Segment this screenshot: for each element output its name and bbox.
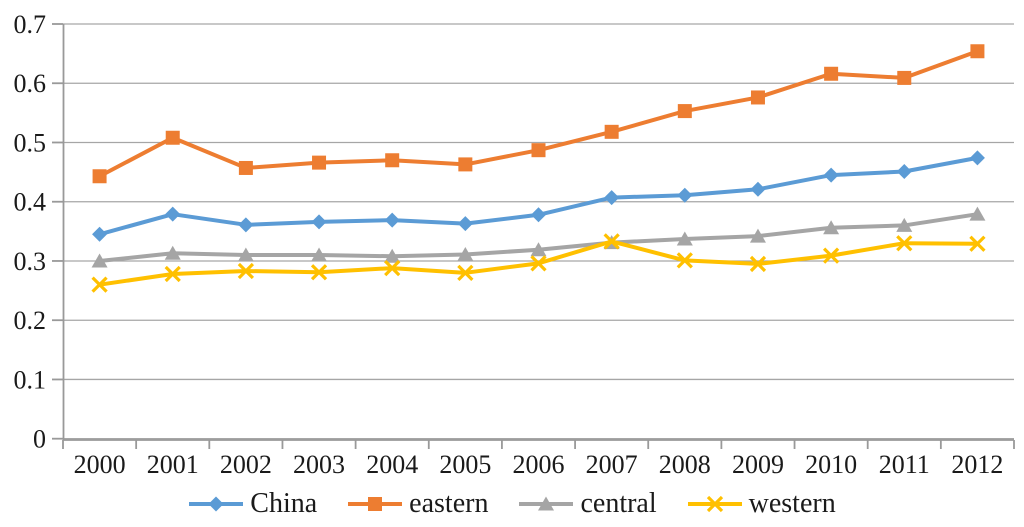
series-eastern [92, 44, 985, 184]
marker-eastern [750, 90, 765, 105]
x-tick-label: 2000 [74, 450, 126, 479]
series-central [91, 206, 986, 268]
chart-legend: China eastern central western [0, 486, 1024, 522]
legend-marker-china [208, 496, 224, 512]
marker-china [165, 206, 181, 222]
series-line-china [97, 155, 980, 237]
x-tick-label: 2001 [147, 450, 199, 479]
marker-china [896, 164, 912, 180]
marker-western [164, 265, 181, 283]
x-tick-label: 2012 [951, 450, 1003, 479]
marker-china [457, 216, 473, 232]
y-tick-label: 0.5 [14, 128, 47, 157]
marker-western [91, 276, 108, 293]
x-tick-label: 2004 [366, 450, 418, 479]
marker-eastern [970, 44, 985, 59]
marker-eastern [92, 169, 107, 184]
marker-china [92, 226, 108, 242]
legend-label-central: central [580, 488, 657, 519]
marker-china [384, 212, 400, 228]
marker-eastern [385, 153, 400, 168]
marker-central [823, 220, 840, 235]
y-tick-label: 0.3 [14, 247, 47, 276]
series-line-eastern [97, 49, 980, 179]
marker-china [531, 207, 546, 223]
legend-label-western: western [748, 488, 836, 519]
marker-china [677, 187, 693, 203]
legend-item-western: western [687, 490, 836, 518]
y-tick-label: 0.6 [14, 69, 47, 98]
marker-central [311, 247, 328, 262]
x-tick-label: 2003 [293, 450, 345, 479]
y-tick-label: 0.2 [14, 306, 47, 335]
marker-western [749, 255, 767, 273]
marker-western [530, 255, 547, 272]
series-western [91, 233, 986, 293]
marker-eastern [531, 143, 546, 158]
legend-label-china: China [250, 488, 318, 519]
marker-central [749, 228, 766, 243]
marker-western [310, 264, 328, 281]
marker-china [604, 190, 620, 206]
y-tick-label: 0.4 [14, 188, 47, 217]
legend-marker-western [706, 495, 723, 513]
y-tick-label: 0 [33, 425, 46, 454]
x-tick-label: 2007 [586, 450, 638, 479]
marker-western [969, 235, 986, 252]
marker-china [311, 214, 327, 230]
marker-eastern [604, 124, 619, 139]
marker-central [969, 206, 986, 221]
marker-eastern [677, 104, 692, 119]
marker-eastern [165, 130, 180, 145]
axes: 0.7 0.6 0.5 0.4 0.3 0.2 0.1 0 2000 2001 2002 2003 20… [14, 10, 1015, 479]
x-tick-label: 2002 [220, 450, 272, 479]
marker-western [896, 235, 913, 252]
legend-item-central: central [518, 488, 657, 519]
marker-eastern [458, 157, 473, 172]
marker-eastern [824, 66, 839, 81]
y-tick-label: 0.1 [14, 365, 47, 394]
marker-central [457, 246, 474, 261]
marker-china [750, 181, 766, 197]
x-tick-label: 2006 [513, 450, 565, 479]
marker-western [603, 233, 620, 250]
marker-china [823, 167, 839, 183]
marker-china [238, 217, 254, 233]
x-tick-label: 2011 [879, 450, 930, 479]
legend-label-eastern: eastern [409, 488, 489, 519]
marker-central [237, 247, 254, 262]
marker-eastern [897, 70, 912, 85]
marker-western [384, 259, 401, 277]
marker-central [896, 217, 913, 232]
marker-western [457, 264, 474, 281]
marker-eastern [238, 160, 253, 175]
x-tick-label: 2008 [659, 450, 711, 479]
marker-western [676, 252, 693, 269]
marker-central [676, 231, 693, 246]
marker-central [530, 242, 547, 257]
legend-swatch-china-diamond-icon [189, 496, 244, 512]
legend-marker-eastern [368, 497, 383, 511]
legend-swatch-central-triangle-icon [519, 496, 574, 511]
marker-eastern [312, 155, 327, 170]
marker-western [822, 247, 840, 264]
marker-central [91, 253, 108, 268]
x-tick-label: 2009 [732, 450, 784, 479]
legend-swatch-western-x-icon [687, 495, 742, 513]
gridlines [63, 23, 1014, 440]
legend-item-eastern: eastern [347, 490, 488, 518]
x-tick-label: 2005 [439, 450, 491, 479]
y-tick-label: 0.7 [14, 10, 47, 39]
series-china [92, 150, 985, 242]
marker-central [164, 245, 181, 260]
marker-central [384, 248, 401, 263]
marker-china [969, 150, 985, 166]
legend-marker-central [538, 496, 555, 511]
x-tick-label: 2010 [805, 450, 857, 479]
legend-swatch-eastern-square-icon [348, 497, 403, 511]
legend-item-china: China [188, 490, 317, 518]
marker-western [237, 262, 255, 280]
